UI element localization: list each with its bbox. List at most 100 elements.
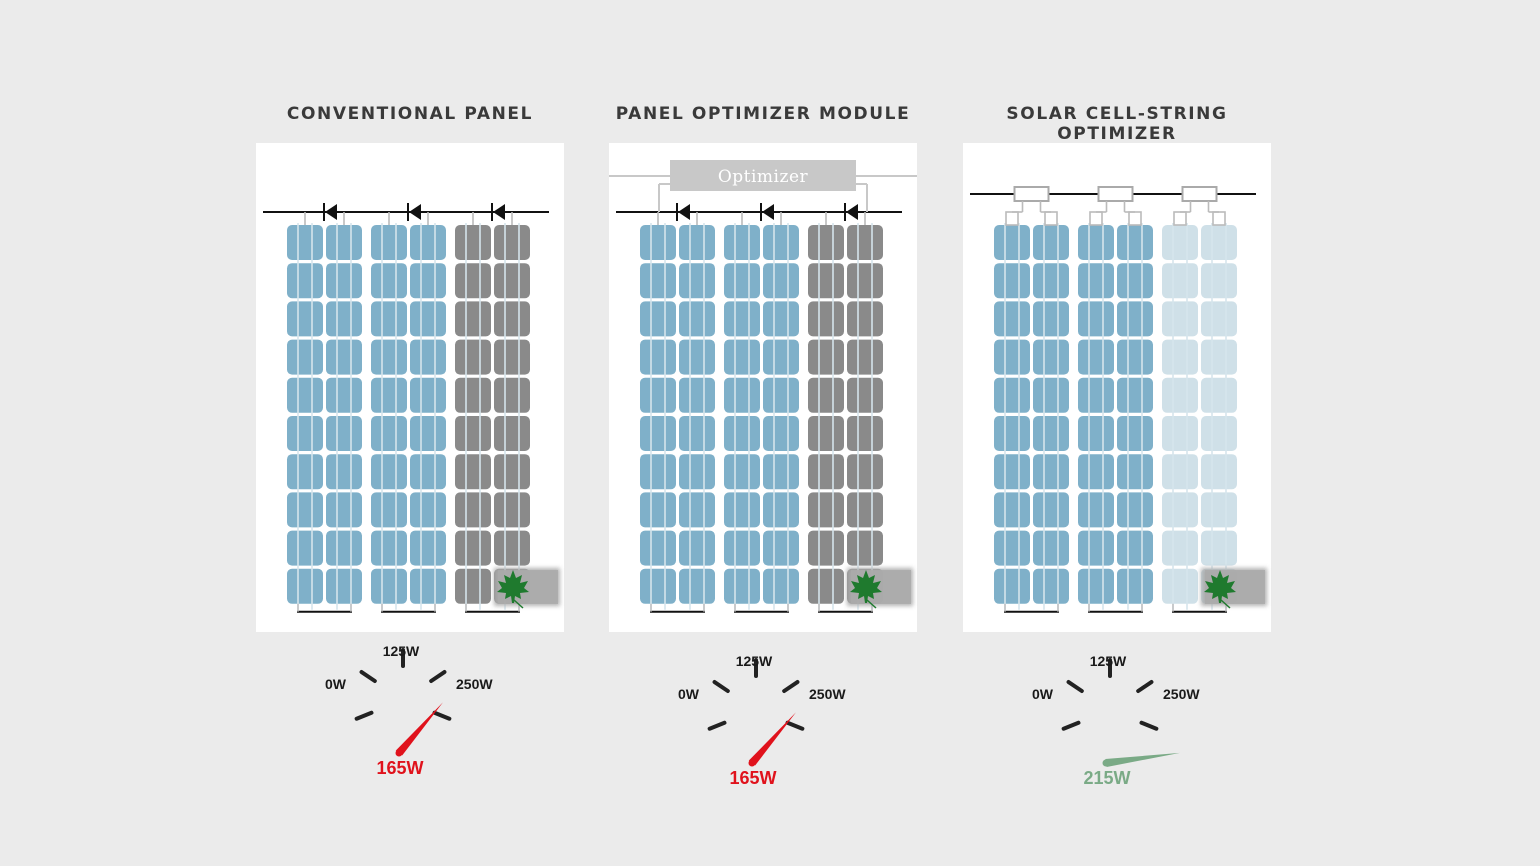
cell-grid <box>287 225 530 604</box>
solar-cell <box>410 263 446 299</box>
solar-cell <box>455 301 491 337</box>
solar-cell <box>763 225 799 260</box>
solar-cell <box>679 416 715 451</box>
solar-cell <box>808 225 844 260</box>
solar-cell <box>287 225 323 260</box>
solar-cell <box>1033 225 1069 260</box>
solar-cell <box>326 568 362 604</box>
solar-cell <box>808 301 844 337</box>
solar-cell <box>1078 530 1114 566</box>
maple-leaf-icon <box>497 570 529 609</box>
solar-cell <box>455 377 491 413</box>
solar-cell <box>1201 492 1237 528</box>
gauge-needle <box>1105 752 1181 767</box>
cell-string-optimizer-title: SOLAR CELL-STRING OPTIMIZER <box>1006 104 1228 144</box>
solar-cell <box>724 492 760 528</box>
gauge-tick <box>354 710 374 721</box>
gauge-label-min: 0W <box>1032 686 1054 702</box>
solar-cell <box>1162 492 1198 528</box>
solar-cell <box>326 225 362 260</box>
solar-cell <box>1162 416 1198 451</box>
optimizer-box <box>670 160 856 191</box>
solar-cell <box>1078 492 1114 528</box>
gauge-label-mid: 125W <box>1090 653 1127 669</box>
gauge-label-mid: 125W <box>736 653 773 669</box>
solar-cell <box>326 301 362 337</box>
solar-cell <box>1201 225 1237 260</box>
solar-cell <box>994 225 1030 260</box>
solar-cell <box>287 530 323 566</box>
solar-cell <box>679 225 715 260</box>
solar-cell <box>847 225 883 260</box>
solar-cell <box>1201 339 1237 375</box>
diode-icon <box>491 203 505 221</box>
solar-cell <box>679 339 715 375</box>
gauge-value: 215W <box>1083 768 1130 788</box>
solar-cell <box>1033 377 1069 413</box>
diode-icon <box>407 203 421 221</box>
solar-cell <box>455 530 491 566</box>
solar-cell <box>808 530 844 566</box>
solar-cell <box>808 492 844 528</box>
solar-cell <box>1162 339 1198 375</box>
solar-cell <box>994 530 1030 566</box>
solar-cell <box>1033 263 1069 299</box>
solar-cell <box>494 377 530 413</box>
solar-cell <box>326 530 362 566</box>
solar-cell <box>640 530 676 566</box>
solar-cell <box>994 416 1030 451</box>
solar-cell <box>994 454 1030 490</box>
solar-cell <box>763 492 799 528</box>
solar-cell <box>724 301 760 337</box>
solar-cell <box>1078 339 1114 375</box>
solar-cell <box>410 530 446 566</box>
solar-cell <box>287 492 323 528</box>
cell-grid <box>640 225 883 604</box>
solar-cell <box>371 301 407 337</box>
solar-cell <box>494 492 530 528</box>
gauge-tick <box>712 680 730 693</box>
power-gauge: 0W 125W 250W 165W <box>678 653 846 788</box>
solar-cell <box>640 301 676 337</box>
panel-conventional <box>256 143 564 632</box>
solar-cell <box>1078 225 1114 260</box>
solar-cell <box>287 263 323 299</box>
conventional-panel-title: CONVENTIONAL PANEL <box>286 104 534 124</box>
solar-cell <box>326 454 362 490</box>
solar-cell <box>640 492 676 528</box>
solar-cell <box>847 301 883 337</box>
solar-cell <box>1117 530 1153 566</box>
solar-cell <box>326 416 362 451</box>
solar-cell <box>326 339 362 375</box>
solar-cell <box>1033 301 1069 337</box>
solar-cell <box>455 416 491 451</box>
solar-cell <box>1201 263 1237 299</box>
solar-cell <box>371 530 407 566</box>
solar-cell <box>494 301 530 337</box>
solar-cell <box>1117 416 1153 451</box>
solar-cell <box>1162 377 1198 413</box>
solar-cell <box>724 454 760 490</box>
solar-cell <box>640 225 676 260</box>
gauge-tick <box>785 720 805 731</box>
string-wires <box>1004 223 1227 610</box>
solar-cell <box>640 263 676 299</box>
solar-cell <box>1033 416 1069 451</box>
gauge-value: 165W <box>376 758 423 778</box>
solar-cell <box>724 377 760 413</box>
solar-cell <box>640 568 676 604</box>
solar-cell <box>1117 225 1153 260</box>
solar-cell <box>287 377 323 413</box>
optimizer-chip-icon <box>1097 186 1134 202</box>
solar-cell <box>847 530 883 566</box>
gauge-tick <box>1061 720 1081 731</box>
solar-cell <box>763 416 799 451</box>
solar-cell <box>640 377 676 413</box>
solar-cell <box>1033 568 1069 604</box>
solar-cell <box>1078 416 1114 451</box>
solar-cell <box>724 568 760 604</box>
solar-cell <box>455 454 491 490</box>
panel-panel-optimizer: Optimizer <box>609 143 917 632</box>
solar-cell <box>494 416 530 451</box>
solar-cell <box>1162 568 1198 604</box>
